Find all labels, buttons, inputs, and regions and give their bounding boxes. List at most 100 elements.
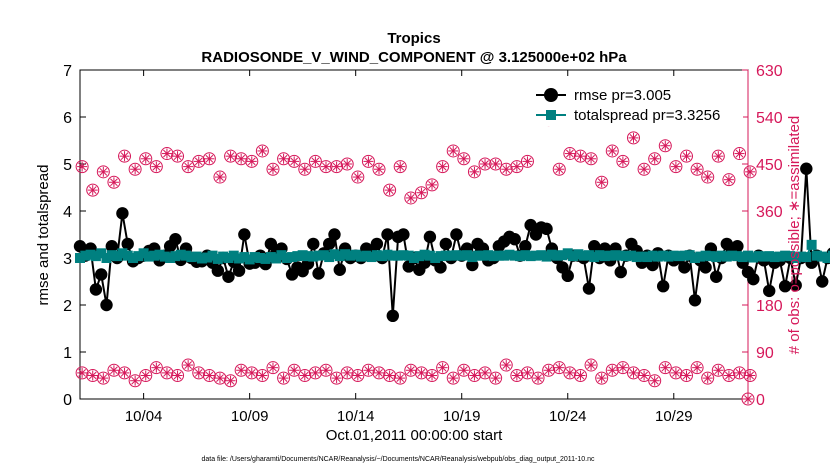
obs-asterisk-stroke (269, 165, 277, 174)
obs-point-high (605, 144, 619, 158)
obs-point-low (478, 366, 492, 380)
rmse-point (386, 309, 399, 323)
obs-asterisk-stroke (226, 376, 235, 385)
obs-circle (86, 369, 100, 382)
obs-asterisk-stroke (364, 157, 373, 166)
obs-asterisk-stroke (353, 371, 362, 380)
totalspread-point (101, 253, 112, 263)
obs-circle (128, 374, 142, 388)
obs-point-high (711, 149, 725, 163)
obs-circle (584, 358, 598, 372)
rmse-point (439, 237, 453, 251)
obs-asterisk-stroke (322, 366, 330, 375)
obs-asterisk-stroke (650, 154, 659, 163)
totalspread-point (488, 251, 499, 262)
totalspread-point (440, 250, 451, 261)
obs-point-high (669, 160, 683, 174)
obs-circle (330, 371, 344, 385)
totalspread-point (743, 250, 753, 261)
obs-point-low (520, 366, 534, 380)
obs-asterisk-stroke (163, 149, 171, 158)
totalspread-point (393, 250, 404, 261)
totalspread-point (705, 251, 716, 262)
totalspread-point (732, 251, 743, 262)
obs-circle (605, 144, 619, 158)
obs-circle (107, 363, 121, 377)
obs-asterisk-stroke (322, 162, 330, 171)
obs-circle (245, 154, 259, 168)
obs-circle (298, 162, 312, 176)
obs-point-low (266, 361, 280, 375)
obs-asterisk-stroke (237, 154, 246, 163)
obs-asterisk-stroke (311, 157, 320, 166)
obs-point-high (733, 147, 747, 161)
obs-point-high (616, 154, 630, 168)
obs-circle (266, 361, 280, 375)
obs-point-edge (741, 392, 755, 406)
rmse-point (322, 237, 336, 251)
obs-asterisk-stroke (194, 157, 203, 166)
obs-asterisk-stroke (152, 162, 161, 171)
obs-circle (425, 369, 439, 382)
totalspread-point (117, 248, 128, 259)
obs-circle (711, 363, 725, 377)
totalspread-point (154, 249, 165, 260)
totalspread-point (467, 252, 478, 263)
chart-subtitle: RADIOSONDE_V_WIND_COMPONENT @ 3.125000e+… (201, 49, 627, 66)
rmse-point (614, 265, 627, 279)
obs-circle (457, 152, 471, 166)
obs-circle (107, 175, 121, 189)
totalspread-point (546, 249, 557, 260)
obs-point-high (171, 149, 185, 163)
obs-point-low (298, 369, 312, 382)
obs-point-low (107, 363, 121, 377)
totalspread-point (748, 252, 759, 263)
totalspread-point (695, 251, 706, 262)
obs-asterisk-stroke (279, 154, 288, 163)
rmse-point (678, 261, 691, 274)
obs-asterisk-stroke (311, 368, 320, 377)
obs-circle (351, 170, 365, 184)
totalspread-point (287, 252, 298, 263)
obs-point-low (467, 369, 481, 382)
rmse-point (121, 237, 134, 251)
obs-point-low (414, 366, 428, 380)
obs-circle (118, 366, 132, 380)
obs-circle (287, 154, 301, 168)
rmse-point (211, 264, 225, 277)
totalspread-point (631, 252, 642, 263)
obs-asterisk-stroke (735, 149, 744, 158)
rmse-point (816, 275, 829, 288)
obs-asterisk-stroke (120, 152, 129, 161)
totalspread-point (138, 248, 149, 259)
obs-point-low (234, 363, 248, 377)
obs-point-high (563, 147, 577, 161)
obs-asterisk-stroke (88, 371, 97, 380)
x-axis-label: Oct.01,2011 00:00:00 start (326, 427, 503, 444)
obs-point-low (340, 366, 354, 380)
obs-point-high (287, 154, 301, 168)
obs-asterisk-stroke (343, 368, 352, 377)
obs-circle (626, 131, 640, 145)
rmse-point (709, 270, 723, 283)
obs-circle (658, 361, 672, 375)
obs-asterisk-stroke (512, 162, 521, 171)
obs-asterisk-stroke (332, 374, 341, 383)
obs-circle (680, 369, 694, 382)
obs-point-low (181, 358, 195, 372)
obs-circle (139, 152, 153, 166)
totalspread-point (456, 250, 467, 261)
obs-point-high (520, 154, 534, 168)
obs-point-high (658, 139, 672, 153)
totalspread-point (207, 250, 218, 261)
obs-circle (658, 139, 672, 153)
rmse-point (105, 240, 119, 253)
y-tick-label: 0 (63, 392, 72, 409)
obs-asterisk-stroke (279, 374, 288, 383)
totalspread-point (75, 253, 85, 263)
obs-point-low (616, 361, 630, 375)
totalspread-point (589, 252, 600, 263)
totalspread-point (573, 249, 584, 260)
obs-asterisk-stroke (565, 368, 574, 377)
